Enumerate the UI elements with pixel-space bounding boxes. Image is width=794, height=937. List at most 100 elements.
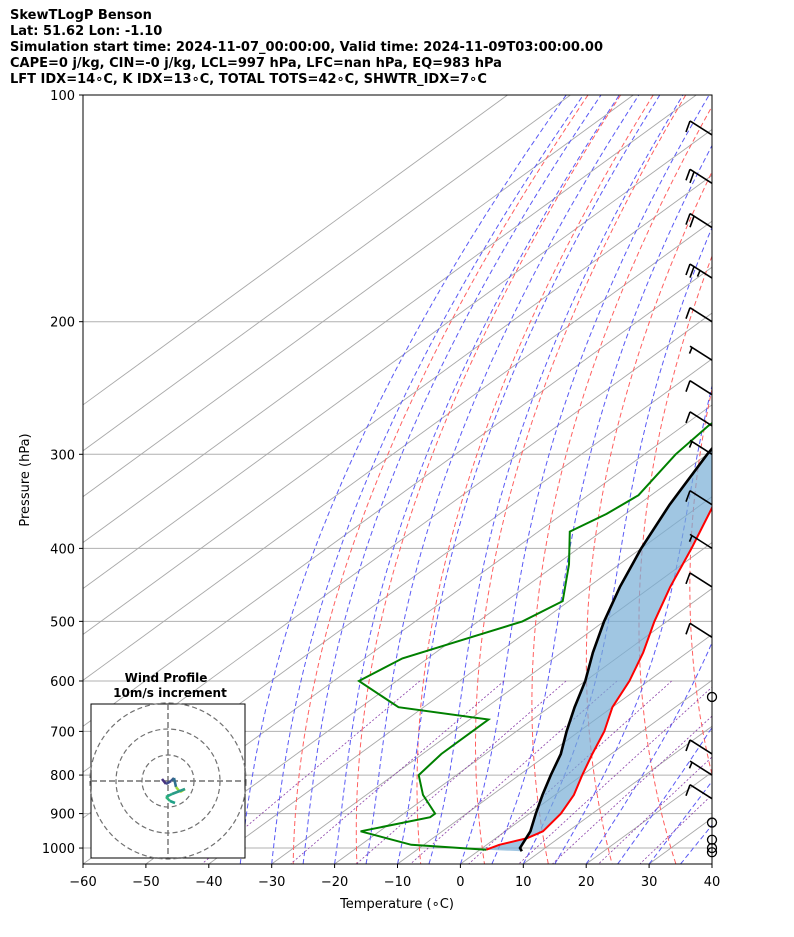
barb-flag [685,572,691,585]
mixing-ratio-line [468,680,672,864]
wind-barb [688,760,713,776]
hodograph-segment [165,779,172,786]
isotherm-line [711,863,712,864]
barb-flag [685,380,691,392]
isotherm-line [83,266,712,727]
moist-adiabat [428,95,684,864]
wind-profile-inset: Wind Profile 10m/s increment [89,671,247,860]
inset-ring [89,702,247,860]
moist-adiabat [459,95,710,864]
x-tick-label: 40 [704,875,721,890]
moist-adiabat [554,383,712,864]
moist-adiabat [302,95,602,864]
barb-staff [689,168,713,184]
dewpoint-line [356,421,712,851]
wind-barb [685,212,713,229]
barb-flag [685,411,691,424]
barb-staff [689,572,713,588]
inset-subtitle: 10m/s increment [113,686,227,700]
profile-curves [356,421,712,852]
wind-barb [685,307,713,323]
hodograph-segment [172,777,178,788]
mixing-ratio-line [356,680,567,864]
mixing-ratio-line [552,715,712,864]
barb-staff [689,120,713,136]
indices-line-1: CAPE=0 j/kg, CIN=-0 j/kg, LCL=997 hPa, L… [10,56,502,71]
moist-adiabat [585,641,712,864]
chart-title: SkewTLogP Benson [10,8,152,23]
moist-adiabat [711,863,712,864]
x-tick-label: −10 [384,875,411,890]
moist-adiabat [491,144,712,864]
isotherm-line [83,95,571,452]
barb-half-flag [688,441,693,448]
x-tick-label: −60 [69,875,96,890]
x-tick-label: 10 [515,875,532,890]
x-tick-label: −50 [132,875,159,890]
barb-staff [689,760,713,776]
isotherm-line [83,95,697,544]
isotherm-line [334,587,712,864]
wind-barb [685,490,713,506]
wind-barb [685,379,713,396]
y-tick-label: 400 [50,542,75,557]
x-tick-label: 30 [641,875,658,890]
dry-adiabat [689,386,712,777]
isotherm-line [83,404,712,864]
y-tick-label: 1000 [42,842,75,857]
hodograph-segment [171,787,186,796]
dry-adiabat [531,105,712,864]
barb-flag [685,263,691,276]
barb-flag [685,169,691,181]
barb-flag [685,490,691,502]
wind-barb [688,533,713,550]
mixing-ratio-line [518,686,712,864]
barb-flag [685,739,691,752]
wind-barb [685,120,713,136]
y-tick-label: 900 [50,808,75,823]
barb-staff [689,622,713,638]
x-tick-label: −20 [321,875,348,890]
dry-adiabat [355,95,622,864]
barb-flag [689,266,695,278]
moist-adiabat [617,726,712,864]
barb-staff [689,379,713,396]
y-tick-label: 600 [50,675,75,690]
chart-header: SkewTLogP Benson Lat: 51.62 Lon: -1.10 S… [10,8,603,88]
barb-staff [689,533,713,550]
x-axis-label: Temperature (∘C) [339,897,454,912]
hodograph-segment [169,799,176,805]
isotherm-line [83,95,508,406]
wind-barb [685,263,713,279]
isotherm-line [648,817,712,864]
y-tick-label: 500 [50,615,75,630]
dry-adiabat [475,95,687,864]
y-axis-label: Pressure (hPa) [18,433,33,526]
dry-adiabat [638,254,712,864]
cape-shading [486,448,712,852]
isotherm-line [523,725,712,864]
moist-adiabat [397,95,661,864]
wind-barb [685,739,713,755]
isotherm-line [83,128,712,590]
barb-half-flag [696,270,701,277]
barb-flag [685,120,691,133]
inset-title: Wind Profile [125,671,208,685]
dry-adiabat [292,95,589,864]
moist-adiabat [334,95,620,864]
moist-adiabat [271,95,584,864]
moist-adiabat [365,95,640,864]
x-tick-label: −30 [258,875,285,890]
y-tick-label: 100 [50,89,75,104]
dry-adiabat [739,95,794,864]
y-tick-label: 800 [50,769,75,784]
wind-barb [685,784,713,800]
y-tick-label: 300 [50,448,75,463]
barb-half-flag [688,535,693,542]
barb-staff [689,212,713,229]
isotherm-line [83,220,712,681]
barb-flag [689,171,695,184]
isotherm-line [145,450,712,864]
location-line: Lat: 51.62 Lon: -1.10 [10,24,163,39]
barb-staff [689,411,713,427]
